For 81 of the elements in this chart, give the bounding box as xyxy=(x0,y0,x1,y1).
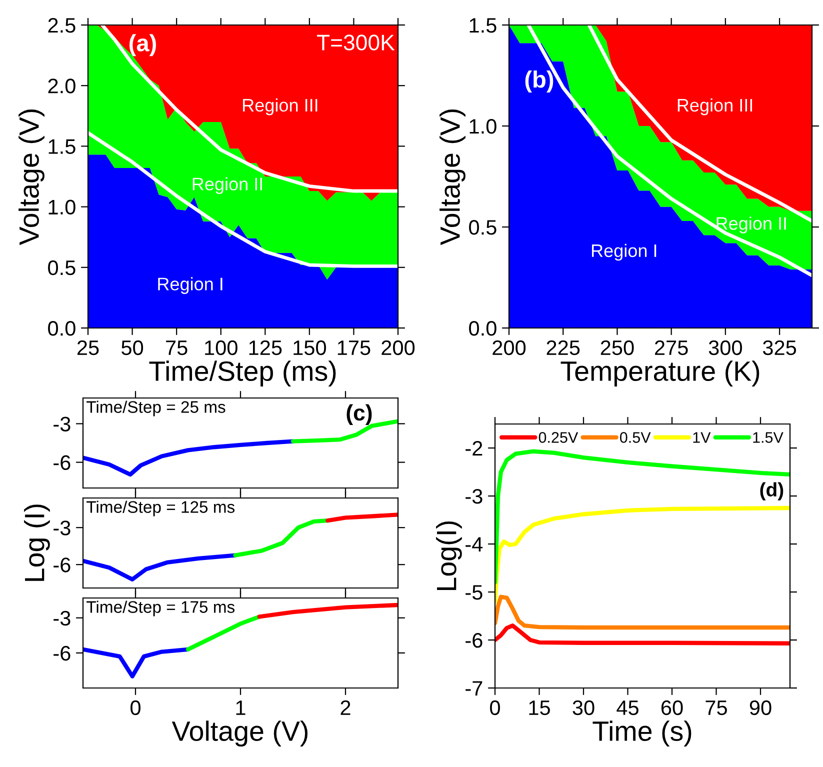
annotation: (c) xyxy=(346,404,372,426)
line-series xyxy=(83,553,238,582)
x-axis-title: Time (s) xyxy=(592,720,692,746)
x-tick-label: 150 xyxy=(294,340,326,356)
x-tick-label: 90 xyxy=(750,700,772,716)
x-tick-label: 250 xyxy=(600,340,634,356)
y-tick-label: -6 xyxy=(54,646,70,661)
y-axis-title: Log(I) xyxy=(436,521,462,590)
y-tick-label: 1.5 xyxy=(470,18,496,33)
annotation: Time/Step = 25 ms xyxy=(86,400,226,416)
legend-label: 1.5V xyxy=(753,432,784,443)
series-label: Region III xyxy=(243,98,318,116)
x-tick-label: 60 xyxy=(661,700,683,716)
x-tick-label: 1 xyxy=(236,700,246,715)
annotation: Time/Step = 125 ms xyxy=(86,500,235,516)
line-series xyxy=(83,439,296,477)
y-tick-label: -6 xyxy=(54,558,70,572)
y-tick-label: 1.5 xyxy=(48,139,76,154)
line-series xyxy=(186,614,262,652)
line-series xyxy=(495,506,790,604)
legend-label: 0.5V xyxy=(620,432,651,443)
y-tick-label: -7 xyxy=(466,681,482,696)
line-series xyxy=(495,624,790,646)
legend-label: 0.25V xyxy=(538,432,578,443)
x-tick-label: 275 xyxy=(654,340,688,356)
x-tick-label: 225 xyxy=(546,340,580,356)
x-tick-label: 75 xyxy=(706,700,727,716)
x-tick-label: 300 xyxy=(708,340,742,356)
x-tick-label: 30 xyxy=(572,700,594,716)
series-label: Region II xyxy=(192,177,262,194)
annotation: Time/Step = 175 ms xyxy=(86,600,235,616)
y-tick-label: 0.5 xyxy=(469,220,496,235)
series-label: Region I xyxy=(158,277,222,294)
x-tick-label: 200 xyxy=(492,340,526,356)
y-axis-title: Voltage (V) xyxy=(440,110,466,246)
x-tick-label: 0 xyxy=(490,700,500,716)
y-tick-label: 2.5 xyxy=(48,18,76,33)
y-tick-label: -6 xyxy=(54,455,70,470)
x-tick-label: 200 xyxy=(382,340,415,356)
y-tick-label: 1.0 xyxy=(470,119,496,134)
x-tick-label: 25 xyxy=(77,340,99,356)
annotation: (d) xyxy=(760,482,784,500)
x-tick-label: 45 xyxy=(616,700,638,716)
series-label: Region III xyxy=(678,98,752,116)
x-tick-label: 175 xyxy=(338,340,370,356)
x-tick-label: 0 xyxy=(130,700,140,716)
x-tick-label: 15 xyxy=(529,700,550,716)
line-series xyxy=(495,449,790,584)
annotation: T=300K xyxy=(316,34,395,50)
x-tick-label: 2 xyxy=(340,700,350,715)
x-tick-label: 100 xyxy=(205,340,238,356)
y-tick-label: -3 xyxy=(54,416,70,432)
y-tick-label: -3 xyxy=(466,489,482,504)
x-axis-title: Temperature (K) xyxy=(560,360,760,387)
y-tick-label: 0.0 xyxy=(48,321,76,336)
y-tick-label: 0.0 xyxy=(469,321,496,336)
y-tick-label: -2 xyxy=(466,441,482,456)
legend-label: 1V xyxy=(693,432,711,443)
y-axis-title: Voltage (V) xyxy=(18,110,44,246)
y-axis-title: Log (I) xyxy=(24,504,50,581)
x-tick-label: 50 xyxy=(122,340,144,356)
y-tick-label: 1.0 xyxy=(48,200,76,215)
y-tick-label: -5 xyxy=(466,585,482,600)
series-label: Region I xyxy=(592,244,656,261)
y-tick-label: 0.5 xyxy=(48,260,76,276)
annotation: (b) xyxy=(525,70,554,92)
y-tick-label: -3 xyxy=(54,610,70,626)
annotation: (a) xyxy=(129,34,156,56)
y-tick-label: -3 xyxy=(54,520,70,536)
y-tick-label: -4 xyxy=(466,537,483,552)
line-series xyxy=(257,602,398,619)
series-label: Region II xyxy=(716,216,786,234)
x-axis-title: Voltage (V) xyxy=(172,720,308,747)
x-axis-title: Time/Step (ms) xyxy=(149,360,336,387)
line-series xyxy=(88,131,398,268)
x-tick-label: 75 xyxy=(166,340,188,356)
line-series xyxy=(495,594,790,630)
y-tick-label: 2.0 xyxy=(48,78,76,94)
x-tick-label: 325 xyxy=(762,340,796,356)
y-tick-label: -6 xyxy=(466,633,482,648)
x-tick-label: 125 xyxy=(249,340,282,356)
